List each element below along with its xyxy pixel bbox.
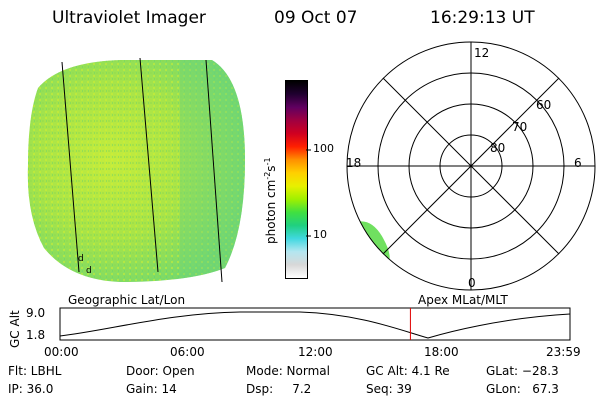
corner-mark-1: d	[78, 254, 84, 264]
instrument-title: Ultraviolet Imager	[52, 8, 206, 28]
meridian-line-3	[205, 59, 223, 283]
meridian-line-2	[139, 57, 159, 273]
apex-label: Apex MLat/MLT	[418, 293, 508, 307]
altitude-curve	[59, 311, 571, 339]
info-gc-alt: GC Alt: 4.1 Re	[366, 364, 450, 378]
info-gain: Gain: 14	[126, 382, 177, 396]
mlt-label-18: 18	[346, 156, 362, 170]
lat-label-60: 60	[536, 98, 552, 112]
colorbar	[285, 80, 308, 279]
x-tick-1800: 18:00	[424, 345, 459, 359]
info-glon: GLon: 67.3	[486, 382, 559, 396]
meridian-line-1	[61, 61, 80, 273]
info-door: Door: Open	[126, 364, 195, 378]
lat-label-70: 70	[512, 120, 528, 134]
info-dsp: Dsp: 7.2	[246, 382, 312, 396]
x-tick-0000: 00:00	[44, 345, 79, 359]
x-tick-0600: 06:00	[170, 345, 205, 359]
colorbar-gradient	[286, 81, 307, 278]
colorbar-tick-100: 100	[313, 142, 334, 155]
alt-tick-1-8: 1.8	[26, 328, 46, 342]
info-filter: Flt: LBHL	[8, 364, 62, 378]
info-mode: Mode: Normal	[246, 364, 330, 378]
lat-label-80: 80	[490, 141, 506, 155]
colorbar-tick-10: 10	[313, 228, 327, 241]
geo-label: Geographic Lat/Lon	[68, 293, 186, 307]
info-glat: GLat: −28.3	[486, 364, 559, 378]
corner-mark-2: d	[86, 266, 92, 276]
time-label: 16:29:13 UT	[430, 8, 535, 28]
alt-tick-9: 9.0	[26, 306, 46, 320]
mlt-label-12: 12	[474, 46, 490, 60]
mlt-label-0: 0	[468, 276, 476, 290]
x-tick-1200: 12:00	[298, 345, 333, 359]
info-ip: IP: 36.0	[8, 382, 54, 396]
mlt-label-6: 6	[574, 156, 582, 170]
info-seq: Seq: 39	[366, 382, 412, 396]
date-label: 09 Oct 07	[274, 8, 358, 28]
x-tick-2359: 23:59	[546, 345, 581, 359]
